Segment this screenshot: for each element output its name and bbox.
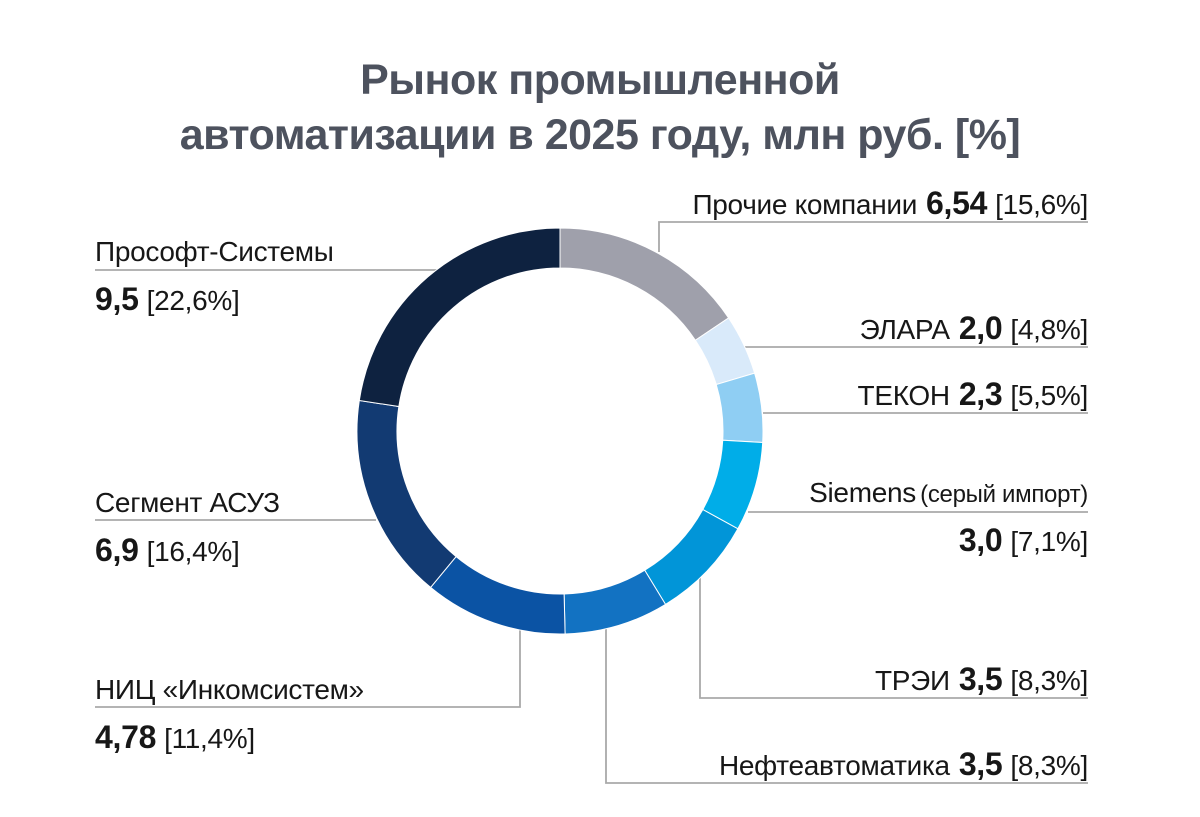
segment-name: Прософт-Системы <box>95 236 334 267</box>
segment-value: 2,3 <box>958 376 1003 412</box>
segment-name: Нефтеавтоматика <box>718 750 950 781</box>
segment-percent: [16,4%] <box>146 536 240 567</box>
label-trei: ТРЭИ 3,5 [8,3%] <box>875 661 1088 704</box>
segment-value: 3,5 <box>958 746 1003 782</box>
leader-line-6 <box>95 630 521 708</box>
label-segment-asuz: Сегмент АСУЗ 6,9 [16,4%] <box>95 487 280 575</box>
segment-value: 3,5 <box>958 661 1003 697</box>
segment-percent: [4,8%] <box>1010 314 1088 345</box>
segment-value: 6,54 <box>926 185 988 221</box>
label-nefteavtomatika: Нефтеавтоматика 3,5 [8,3%] <box>719 746 1088 789</box>
chart-title-line-2: автоматизации в 2025 году, млн руб. [%] <box>179 110 1021 159</box>
segment-percent: [15,6%] <box>995 189 1088 220</box>
leader-line-5 <box>605 629 1088 784</box>
donut-segment-5 <box>563 569 667 635</box>
segment-value: 6,9 <box>95 532 139 568</box>
segment-percent: [11,4%] <box>164 723 255 754</box>
segment-percent: [8,3%] <box>1010 665 1088 696</box>
label-siemens: Siemens (серый импорт) 3,0 [7,1%] <box>809 475 1088 565</box>
label-prosoft-systems: Прософт-Системы 9,5 [22,6%] <box>95 236 334 324</box>
segment-percent: [5,5%] <box>1010 380 1088 411</box>
segment-name: Сегмент АСУЗ <box>95 487 280 518</box>
segment-value: 9,5 <box>95 281 139 317</box>
donut-segment-0 <box>559 227 730 341</box>
donut-segment-4 <box>644 508 739 606</box>
segment-name: НИЦ «Инкомсистем» <box>95 674 364 705</box>
donut-segment-6 <box>429 555 566 635</box>
segment-percent: [7,1%] <box>1010 526 1088 557</box>
label-nic-inkomsistem: НИЦ «Инкомсистем» 4,78 [11,4%] <box>95 674 364 762</box>
segment-percent: [22,6%] <box>146 285 240 316</box>
segment-name: Siemens <box>809 477 916 508</box>
leader-line-0 <box>658 221 1088 252</box>
segment-value: 4,78 <box>95 719 157 755</box>
segment-name: ЭЛАРА <box>859 314 951 345</box>
segment-name: ТРЭИ <box>874 665 950 696</box>
label-elara: ЭЛАРА 2,0 [4,8%] <box>859 310 1089 353</box>
donut-segment-2 <box>715 372 764 443</box>
segment-value: 2,0 <box>958 310 1003 346</box>
segment-value: 3,0 <box>958 522 1003 558</box>
label-tekon: ТЕКОН 2,3 [5,5%] <box>857 376 1089 419</box>
segment-percent: [8,3%] <box>1010 750 1088 781</box>
chart-title: Рынок промышленной автоматизации в 2025 … <box>0 53 1200 163</box>
chart-title-line-1: Рынок промышленной <box>360 55 840 104</box>
segment-name: Прочие компании <box>692 189 918 220</box>
segment-name: ТЕКОН <box>857 380 951 411</box>
donut-segment-8 <box>358 227 561 408</box>
donut-segment-7 <box>356 399 457 589</box>
leader-line-4 <box>699 576 1088 699</box>
label-other-companies: Прочие компании 6,54 [15,6%] <box>692 185 1088 228</box>
segment-name-suffix: (серый импорт) <box>920 481 1088 508</box>
